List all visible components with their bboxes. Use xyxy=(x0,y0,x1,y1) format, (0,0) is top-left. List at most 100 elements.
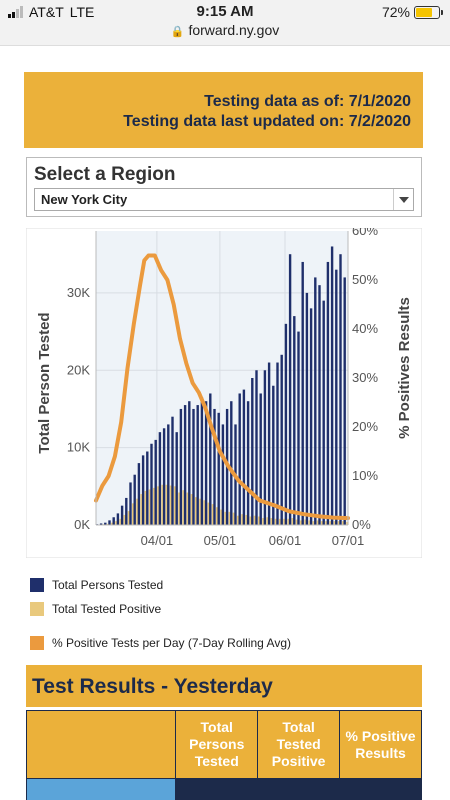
region-selector-panel: Select a Region New York City xyxy=(26,157,422,217)
bar-tested-positive xyxy=(300,520,303,525)
bar-total-tested xyxy=(141,455,145,525)
bar-total-tested xyxy=(251,378,254,525)
bar-tested-positive xyxy=(337,521,341,525)
bar-total-tested xyxy=(259,393,262,525)
testing-date-banner: Testing data as of: 7/1/2020 Testing dat… xyxy=(24,72,423,148)
bar-total-tested xyxy=(293,316,296,525)
bar-total-tested xyxy=(209,393,212,525)
bar-tested-positive xyxy=(342,521,345,525)
bar-tested-positive xyxy=(270,518,273,525)
region-dropdown[interactable]: New York City xyxy=(34,188,414,211)
y-right-tick-label: 40% xyxy=(352,321,378,336)
bar-tested-positive xyxy=(144,490,147,525)
bar-tested-positive xyxy=(312,521,315,525)
bar-total-tested xyxy=(112,517,115,525)
y-right-tick-label: 20% xyxy=(352,419,378,434)
y-right-tick-label: 60% xyxy=(352,228,378,238)
bar-total-tested xyxy=(179,408,183,525)
table-cell xyxy=(339,778,422,800)
bar-tested-positive xyxy=(182,490,185,525)
bar-tested-positive xyxy=(186,492,189,525)
lock-icon: 🔒 xyxy=(170,26,185,38)
bar-tested-positive xyxy=(266,517,269,525)
table-cell xyxy=(25,778,177,800)
bar-tested-positive xyxy=(132,503,135,525)
bar-total-tested xyxy=(288,254,292,526)
legend-swatch xyxy=(30,602,44,616)
bar-total-tested xyxy=(120,505,124,525)
bar-tested-positive xyxy=(262,518,265,525)
legend-item-total-positive[interactable]: Total Tested Positive xyxy=(30,602,161,616)
bar-total-tested xyxy=(318,285,321,525)
battery-percent: 72% xyxy=(381,4,410,20)
table-row xyxy=(25,778,422,800)
bar-tested-positive xyxy=(274,518,278,525)
bar-tested-positive xyxy=(123,514,126,525)
bar-tested-positive xyxy=(195,497,198,525)
results-header-row: Total Persons Tested Total Tested Positi… xyxy=(25,710,422,779)
testing-chart: 0K 10K 20K 30K 0% 10% 20% 30% 40% 50% 60% 04/01 05/0… xyxy=(26,228,422,558)
bar-tested-positive xyxy=(161,484,164,525)
chevron-down-icon[interactable] xyxy=(393,189,413,210)
legend-item-positive-rate[interactable]: % Positive Tests per Day (7-Day Rolling … xyxy=(30,636,291,650)
legend-item-total-tested[interactable]: Total Persons Tested xyxy=(30,578,163,592)
bar-tested-positive xyxy=(148,489,152,525)
results-column-header xyxy=(25,710,177,779)
results-column-header: Total Persons Tested xyxy=(175,710,259,779)
bar-total-tested xyxy=(116,513,120,525)
bar-tested-positive xyxy=(333,521,336,525)
bar-total-tested xyxy=(175,432,178,525)
bar-tested-positive xyxy=(174,486,177,525)
testing-data-as-of: Testing data as of: 7/1/2020 xyxy=(204,93,411,110)
x-tick-label: 07/01 xyxy=(332,533,365,548)
network-label: LTE xyxy=(69,4,95,20)
bar-tested-positive xyxy=(127,511,131,525)
bar-tested-positive xyxy=(279,518,282,525)
bar-total-tested xyxy=(246,401,250,525)
region-title: Select a Region xyxy=(34,164,176,185)
legend-swatch xyxy=(30,636,44,650)
bar-total-tested xyxy=(213,408,216,525)
bar-total-tested xyxy=(314,277,317,525)
legend-swatch xyxy=(30,578,44,592)
bar-tested-positive xyxy=(165,484,168,525)
legend-label: Total Persons Tested xyxy=(52,578,164,592)
bar-total-tested xyxy=(146,451,149,525)
bar-tested-positive xyxy=(329,521,332,525)
bar-tested-positive xyxy=(157,486,160,525)
bar-tested-positive xyxy=(249,516,252,525)
bar-total-tested xyxy=(183,405,187,525)
bar-tested-positive xyxy=(153,487,156,525)
region-selected-value: New York City xyxy=(41,192,128,207)
bar-tested-positive xyxy=(106,523,110,525)
results-column-header: % Positive Results xyxy=(339,710,422,779)
status-right: 72% xyxy=(381,4,443,20)
bar-tested-positive xyxy=(304,519,307,525)
table-cell xyxy=(257,778,341,800)
y-right-tick-label: 0% xyxy=(352,517,371,532)
bar-tested-positive xyxy=(190,494,194,525)
y-left-tick-label: 30K xyxy=(67,285,90,300)
bar-tested-positive xyxy=(115,521,118,525)
bar-tested-positive xyxy=(224,511,227,525)
status-bar: AT&T LTE 9:15 AM 72% xyxy=(0,0,450,22)
x-tick-label: 06/01 xyxy=(269,533,302,548)
y-axis-right-title: % Positives Results xyxy=(396,297,413,439)
bar-tested-positive xyxy=(321,521,324,525)
bar-total-tested xyxy=(167,424,170,525)
bar-total-tested xyxy=(272,385,275,525)
bar-tested-positive xyxy=(232,512,236,525)
bar-tested-positive xyxy=(178,492,181,525)
bar-tested-positive xyxy=(258,516,261,525)
url-bar[interactable]: 🔒 forward.ny.gov xyxy=(0,22,450,46)
bar-total-tested xyxy=(154,439,157,525)
legend-label: Total Tested Positive xyxy=(52,602,162,616)
bar-total-tested xyxy=(242,389,246,525)
bar-total-tested xyxy=(330,246,334,525)
url-text: forward.ny.gov xyxy=(188,22,280,38)
bar-total-tested xyxy=(129,482,132,525)
bar-tested-positive xyxy=(325,521,328,525)
bar-total-tested xyxy=(171,416,174,525)
bar-tested-positive xyxy=(241,514,244,525)
results-header: Test Results - Yesterday xyxy=(26,665,422,707)
